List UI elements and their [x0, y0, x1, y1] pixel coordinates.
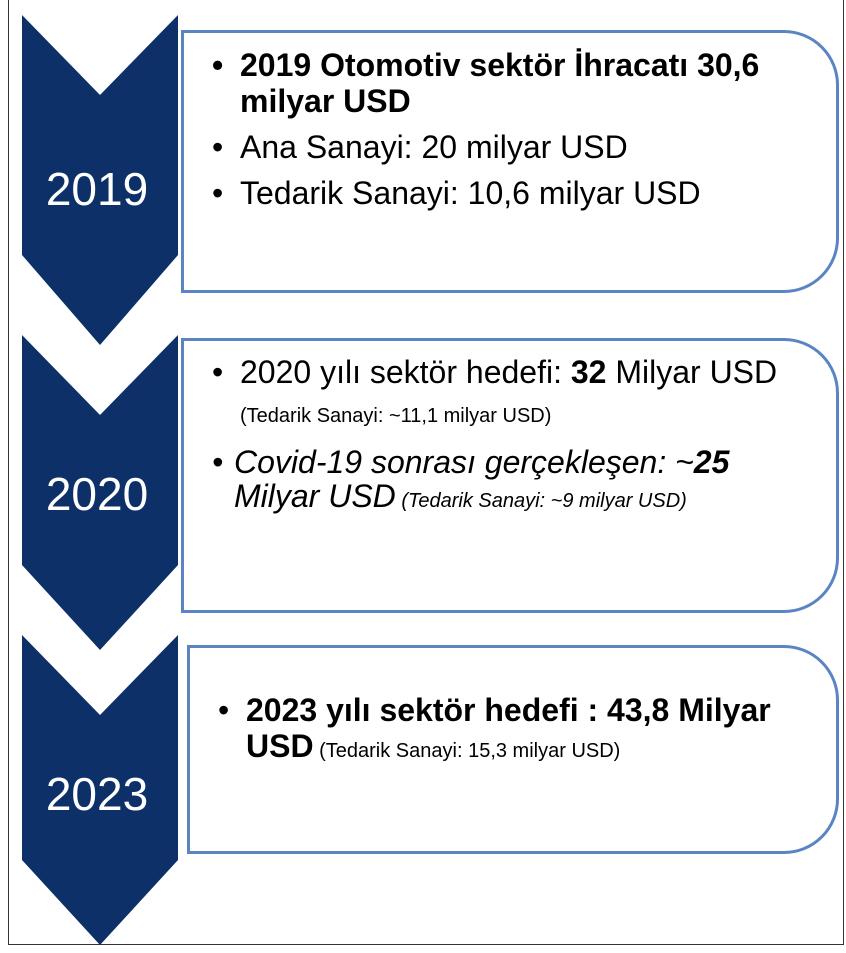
text: 25: [693, 444, 730, 480]
text: 32: [570, 354, 607, 390]
bullet: 2019 Otomotiv sektör İhracatı 30,6 milya…: [206, 47, 776, 119]
stage-box: 2019 Otomotiv sektör İhracatı 30,6 milya…: [181, 30, 839, 293]
text: Milyar USD: [606, 354, 778, 390]
text: Milyar USD: [234, 478, 396, 514]
frame: [8, 0, 844, 945]
text: 2020 yılı sektör hedefi:: [240, 354, 571, 390]
bullet: Covid-19 sonrası gerçekleşen: ~25 Milyar…: [206, 445, 796, 518]
text: (Tedarik Sanayi: ~9 milyar USD): [395, 490, 687, 512]
year: 2023: [46, 768, 148, 820]
chevron: [22, 335, 178, 650]
bullet: Ana Sanayi: 20 milyar USD: [206, 129, 776, 165]
bullet: 2020 yılı sektör hedefi: 32 Milyar USD (…: [206, 355, 796, 433]
chevron: [22, 635, 178, 945]
bullet: Tedarik Sanayi: 10,6 milyar USD: [206, 175, 776, 211]
text: (Tedarik Sanayi: 15,3 milyar USD): [313, 740, 621, 762]
stage-box: 2020 yılı sektör hedefi: 32 Milyar USD (…: [181, 338, 839, 613]
year: 2019: [46, 163, 148, 215]
text: Ana Sanayi: 20 milyar USD: [240, 129, 628, 165]
text: (Tedarik Sanayi: ~11,1 milyar USD): [240, 405, 552, 427]
stage-box: 2023 yılı sektör hedefi : 43,8 Milyar US…: [187, 645, 839, 854]
bullet: 2023 yılı sektör hedefi : 43,8 Milyar US…: [212, 692, 816, 769]
chevron: [22, 15, 178, 345]
text: 2019 Otomotiv sektör İhracatı 30,6 milya…: [240, 47, 760, 119]
year: 2020: [46, 468, 148, 520]
text: Covid-19 sonrası gerçekleşen: ~: [234, 444, 694, 480]
text: Tedarik Sanayi: 10,6 milyar USD: [240, 175, 701, 211]
text: 2023 yılı sektör hedefi : 43,8 Milyar US…: [246, 692, 771, 764]
